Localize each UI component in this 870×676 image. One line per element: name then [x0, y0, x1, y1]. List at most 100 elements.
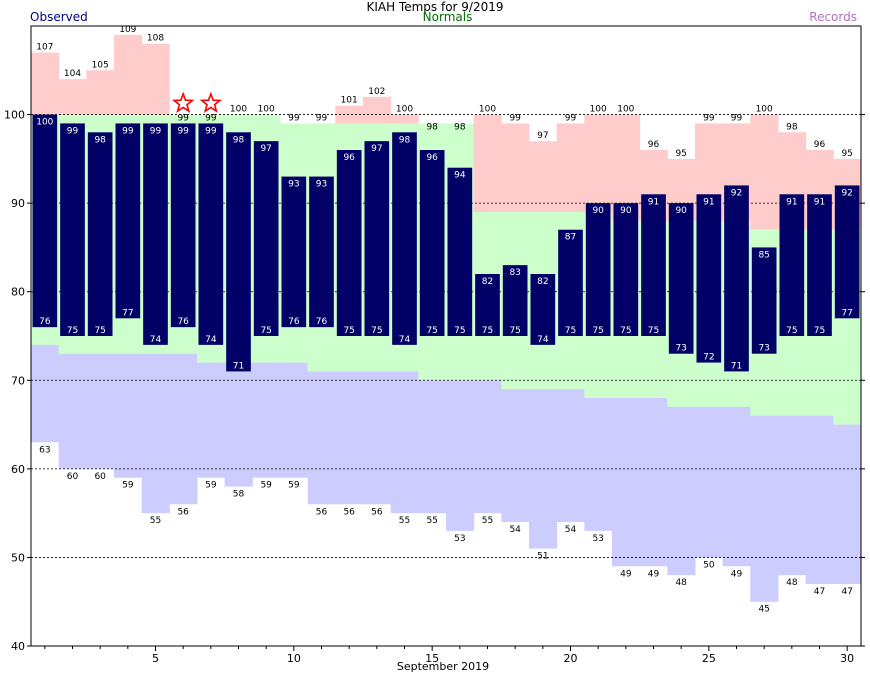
legend-observed: Observed [30, 10, 88, 24]
record-high-label: 107 [36, 43, 53, 53]
observed-high-label: 94 [454, 171, 466, 181]
record-high-band [501, 123, 530, 212]
record-high-band [390, 114, 419, 124]
record-low-band [446, 380, 475, 531]
record-low-band [778, 415, 807, 576]
observed-low-label: 75 [260, 326, 271, 336]
y-tick-label: 70 [11, 374, 25, 387]
observed-low-label: 75 [565, 326, 576, 336]
observed-low-label: 75 [67, 326, 78, 336]
record-low-band [335, 371, 364, 505]
legend-normals: Normals [422, 10, 473, 24]
observed-bar [253, 141, 279, 336]
record-high-band [363, 96, 392, 124]
record-low-label: 49 [648, 569, 660, 579]
record-low-band [695, 406, 724, 558]
observed-bar [585, 203, 611, 336]
observed-low-label: 74 [537, 335, 549, 345]
record-high-band [141, 43, 170, 115]
observed-bar [309, 176, 334, 328]
record-low-band [307, 371, 336, 505]
observed-bar [170, 123, 196, 328]
record-high-label: 108 [147, 34, 164, 44]
record-high-band [473, 114, 502, 212]
y-tick-label: 90 [11, 197, 25, 210]
record-low-label: 56 [177, 507, 189, 517]
record-low-band [556, 389, 585, 522]
record-low-band [31, 344, 60, 443]
record-high-label: 100 [230, 105, 247, 115]
observed-high-label: 91 [786, 197, 797, 207]
record-low-label: 59 [288, 481, 300, 491]
observed-low-label: 75 [648, 326, 659, 336]
observed-low-label: 75 [592, 326, 603, 336]
record-low-band [833, 424, 862, 584]
observed-low-label: 75 [786, 326, 797, 336]
legend-records: Records [809, 10, 857, 24]
record-low-label: 47 [814, 587, 825, 597]
observed-bar [696, 194, 722, 363]
record-high-label: 96 [814, 140, 826, 150]
record-low-label: 59 [122, 481, 134, 491]
record-high-band [584, 114, 613, 212]
observed-high-label: 92 [731, 188, 742, 198]
observed-high-label: 82 [537, 277, 548, 287]
observed-high-label: 83 [509, 268, 520, 278]
record-high-band [750, 114, 779, 230]
observed-high-label: 90 [675, 206, 687, 216]
record-high-band [31, 52, 60, 115]
observed-bar [419, 150, 445, 336]
observed-low-label: 71 [233, 361, 244, 371]
record-high-label: 98 [426, 122, 438, 132]
record-low-label: 45 [758, 605, 769, 615]
observed-bar [502, 265, 528, 336]
observed-bar [668, 203, 694, 354]
record-low-label: 59 [260, 481, 272, 491]
observed-high-label: 99 [67, 126, 79, 136]
record-low-band [58, 353, 87, 469]
observed-high-label: 91 [814, 197, 825, 207]
record-low-band [750, 415, 779, 602]
record-high-label: 100 [396, 105, 413, 115]
observed-high-label: 99 [205, 126, 217, 136]
record-low-band [639, 398, 668, 567]
record-low-label: 63 [39, 445, 50, 455]
record-high-band [529, 141, 558, 212]
observed-low-label: 75 [454, 326, 465, 336]
observed-bar [364, 141, 390, 336]
record-high-label: 102 [368, 87, 385, 97]
observed-low-label: 74 [399, 335, 411, 345]
observed-bar [281, 176, 307, 328]
observed-bar [834, 185, 860, 319]
record-low-label: 48 [675, 578, 687, 588]
record-high-label: 100 [617, 105, 634, 115]
record-low-label: 49 [620, 569, 632, 579]
record-low-label: 53 [592, 534, 603, 544]
record-low-band [501, 389, 530, 522]
observed-bar [87, 132, 113, 336]
record-low-band [169, 353, 198, 505]
observed-low-label: 76 [177, 317, 189, 327]
record-low-band [252, 362, 281, 478]
record-high-label: 101 [341, 96, 358, 106]
observed-low-label: 75 [343, 326, 354, 336]
record-low-band [390, 371, 419, 514]
x-tick-label: 15 [425, 652, 439, 665]
observed-low-label: 74 [150, 335, 162, 345]
observed-bar [392, 132, 417, 345]
observed-bar [32, 114, 58, 328]
observed-high-label: 96 [426, 153, 438, 163]
record-low-label: 49 [731, 569, 743, 579]
record-high-label: 99 [316, 113, 328, 123]
record-low-label: 54 [565, 525, 577, 535]
observed-low-label: 75 [509, 326, 520, 336]
y-tick-label: 50 [11, 551, 25, 564]
y-tick-label: 60 [11, 463, 25, 476]
record-low-label: 54 [509, 525, 521, 535]
y-tick-label: 40 [11, 640, 25, 653]
observed-bar [198, 123, 224, 345]
observed-bar [641, 194, 666, 336]
record-low-label: 47 [841, 587, 852, 597]
record-low-label: 50 [703, 560, 715, 570]
